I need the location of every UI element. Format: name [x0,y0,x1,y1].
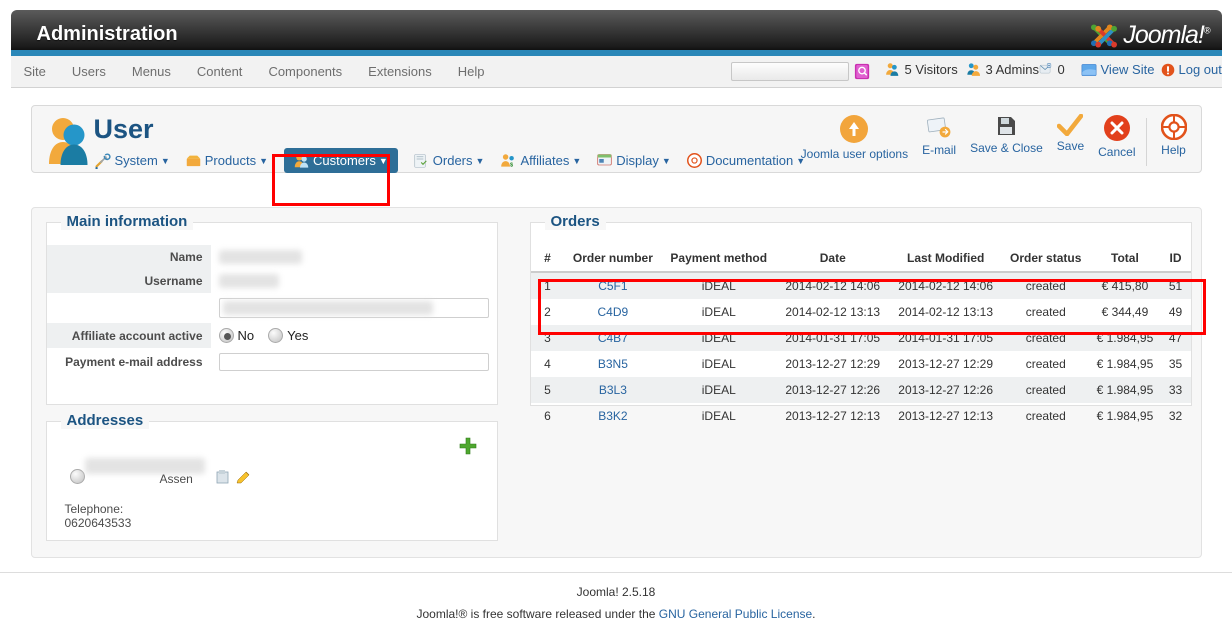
svg-text:$: $ [510,162,514,168]
